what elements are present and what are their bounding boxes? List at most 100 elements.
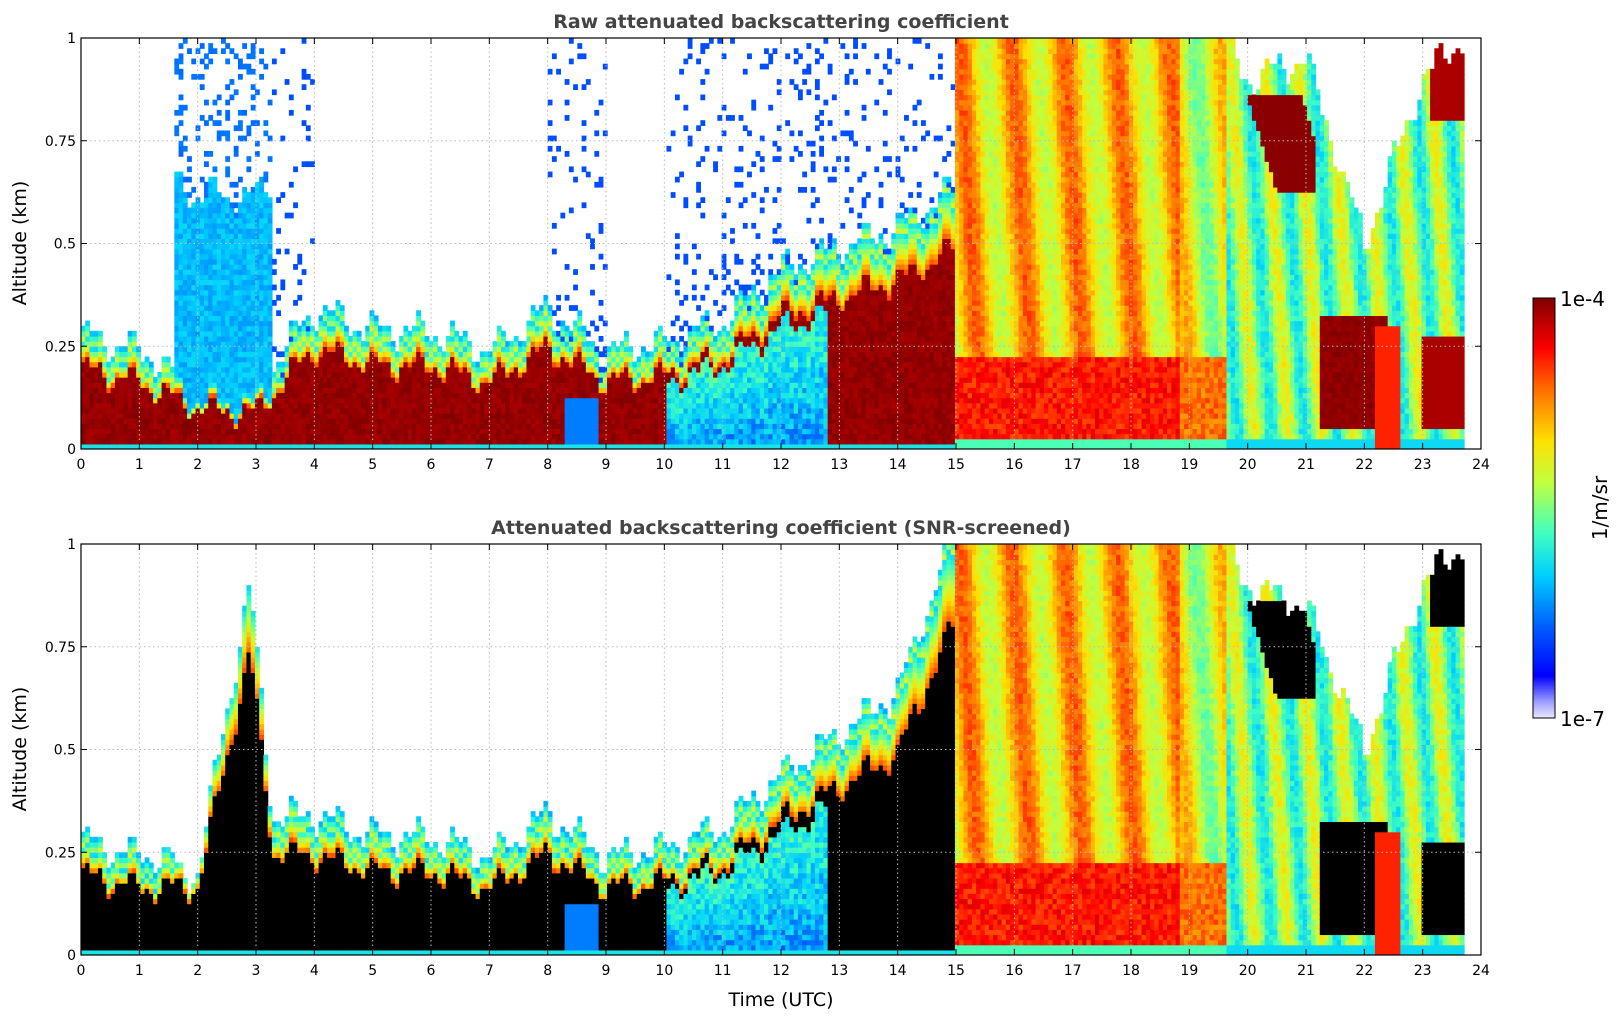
heatmap-cell: [534, 315, 540, 322]
heatmap-cell: [136, 377, 141, 383]
heatmap-cell: [624, 387, 629, 394]
heatmap-cell: [310, 397, 315, 404]
heatmap-cell: [568, 423, 574, 430]
heatmap-cell: [585, 392, 591, 399]
heatmap-cell: [539, 377, 545, 383]
heatmap-cell: [781, 284, 786, 291]
heatmap-cell: [772, 330, 778, 337]
heatmap-cell: [696, 428, 701, 435]
heatmap-cell: [590, 351, 595, 358]
heatmap-cell: [178, 279, 184, 286]
heatmap-cell: [229, 222, 235, 229]
heatmap-cell: [594, 109, 600, 116]
heatmap-cell: [475, 418, 481, 424]
heatmap-cell: [505, 377, 511, 383]
heatmap-cell: [119, 356, 125, 363]
heatmap-cell: [335, 341, 341, 347]
heatmap-cell: [517, 397, 523, 404]
heatmap-cell: [492, 366, 498, 373]
heatmap-cell: [424, 366, 430, 373]
heatmap-cell: [666, 377, 672, 383]
heatmap-cell: [725, 382, 731, 388]
heatmap-cell: [271, 382, 277, 388]
heatmap-cell: [407, 371, 413, 378]
heatmap-cell: [441, 377, 447, 383]
heatmap-cell: [734, 315, 740, 322]
heatmap-cell: [212, 279, 218, 286]
heatmap-cell: [781, 351, 786, 358]
heatmap-cell: [165, 402, 171, 409]
heatmap-cell: [288, 413, 294, 419]
heatmap-cell: [428, 402, 434, 409]
heatmap-cell: [420, 371, 426, 378]
heatmap-cell: [594, 407, 600, 414]
heatmap-cell: [407, 413, 413, 419]
heatmap-cell: [492, 428, 498, 435]
heatmap-cell: [382, 335, 388, 342]
heatmap-cell: [246, 402, 252, 409]
heatmap-cell: [768, 402, 774, 409]
heatmap-cell: [250, 392, 256, 399]
heatmap-cell: [484, 366, 489, 373]
heatmap-cell: [250, 120, 256, 126]
heatmap-cell: [585, 366, 591, 373]
heatmap-cell: [85, 366, 91, 373]
heatmap-cell: [484, 397, 489, 404]
heatmap-cell: [513, 335, 519, 342]
heatmap-cell: [564, 294, 570, 301]
heatmap-cell: [242, 222, 248, 229]
heatmap-cell: [670, 407, 676, 414]
heatmap-cell: [437, 418, 443, 424]
heatmap-cell: [496, 346, 502, 352]
heatmap-cell: [267, 233, 273, 239]
heatmap-cell: [161, 382, 167, 388]
heatmap-cell: [717, 377, 723, 383]
heatmap-cell: [204, 305, 209, 311]
heatmap-cell: [781, 315, 786, 322]
heatmap-cell: [246, 346, 252, 352]
heatmap-cell: [462, 438, 468, 445]
heatmap-cell: [229, 248, 235, 255]
heatmap-cell: [301, 423, 307, 430]
heatmap-cell: [683, 443, 689, 449]
heatmap-cell: [254, 89, 260, 96]
heatmap-cell: [496, 418, 502, 424]
heatmap-cell: [131, 418, 137, 424]
heatmap-cell: [611, 423, 617, 430]
heatmap-cell: [679, 438, 685, 445]
heatmap-cell: [738, 341, 744, 347]
heatmap-cell: [551, 361, 557, 368]
heatmap-cell: [382, 346, 388, 352]
heatmap-cell: [764, 186, 769, 193]
heatmap-cell: [560, 346, 566, 352]
heatmap-cell: [513, 413, 519, 419]
heatmap-cell: [254, 305, 260, 311]
heatmap-cell: [484, 371, 489, 378]
heatmap-cell: [373, 443, 379, 449]
heatmap-cell: [747, 330, 752, 337]
heatmap-cell: [352, 356, 358, 363]
heatmap-cell: [560, 320, 566, 327]
heatmap-cell: [191, 294, 197, 301]
heatmap-cell: [144, 413, 150, 419]
heatmap-cell: [288, 94, 294, 101]
heatmap-cell: [229, 238, 235, 245]
heatmap-cell: [759, 438, 765, 445]
heatmap-cell: [785, 248, 791, 255]
heatmap-cell: [590, 341, 595, 347]
heatmap-cell: [691, 284, 697, 291]
heatmap-cell: [407, 351, 413, 358]
heatmap-cell: [131, 361, 137, 368]
heatmap-cell: [730, 341, 735, 347]
heatmap-cell: [747, 361, 752, 368]
heatmap-cell: [534, 418, 540, 424]
heatmap-cell: [721, 233, 727, 239]
heatmap-cell: [759, 387, 765, 394]
heatmap-cell: [81, 325, 86, 332]
heatmap-cell: [679, 397, 685, 404]
heatmap-cell: [785, 258, 791, 265]
heatmap-cell: [590, 371, 595, 378]
heatmap-cell: [204, 248, 209, 255]
heatmap-cell: [776, 125, 782, 132]
heatmap-cell: [259, 428, 265, 435]
